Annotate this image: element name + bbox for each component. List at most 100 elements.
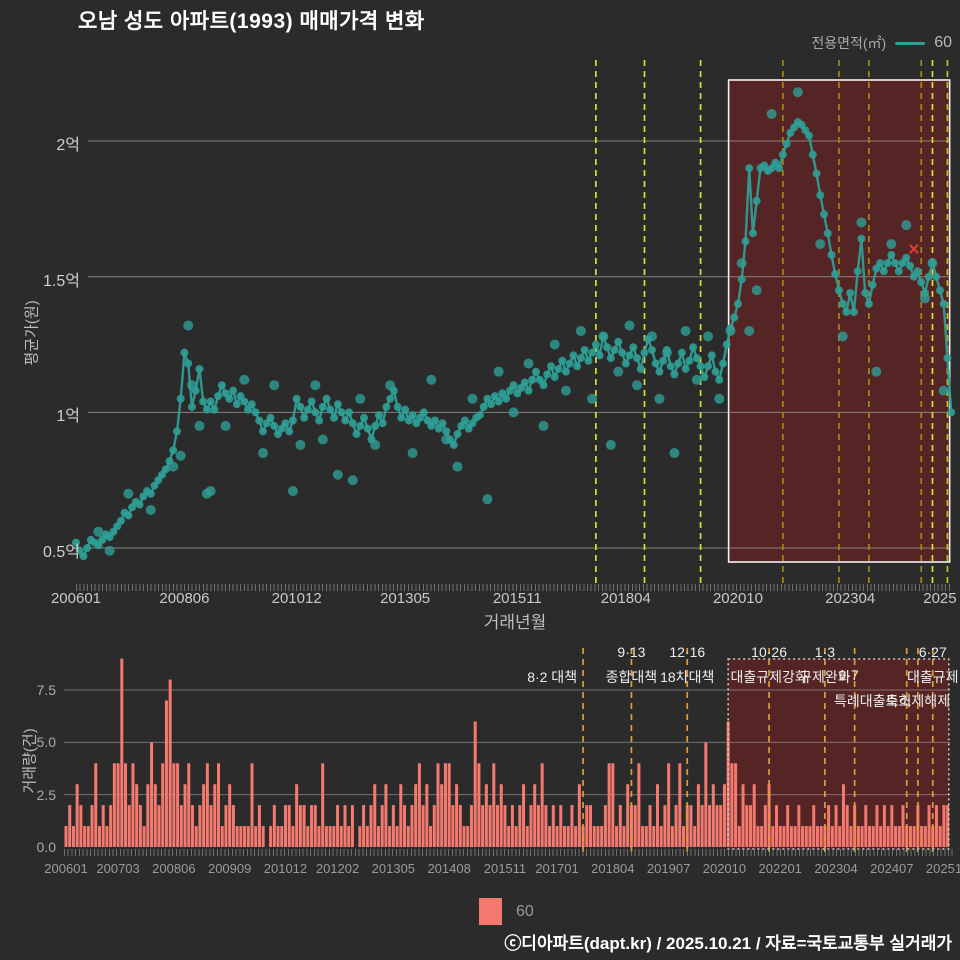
volume-bar[interactable] [555, 826, 559, 847]
volume-bar[interactable] [179, 805, 183, 847]
price-point[interactable] [143, 487, 152, 496]
price-point[interactable] [543, 370, 552, 379]
price-point[interactable] [105, 533, 114, 542]
volume-bar[interactable] [291, 826, 295, 847]
volume-bar[interactable] [894, 826, 898, 847]
price-point[interactable] [337, 408, 346, 417]
volume-bar[interactable] [670, 826, 674, 847]
volume-bar[interactable] [726, 721, 730, 847]
price-point[interactable] [434, 424, 443, 433]
volume-bar[interactable] [615, 826, 619, 847]
volume-bar[interactable] [641, 826, 645, 847]
price-scatter-point[interactable] [669, 448, 680, 459]
price-scatter-point[interactable] [145, 505, 156, 516]
volume-bar[interactable] [756, 826, 760, 847]
price-point[interactable] [808, 150, 817, 159]
volume-bar[interactable] [458, 805, 462, 847]
price-point[interactable] [259, 427, 267, 436]
price-point[interactable] [262, 419, 271, 428]
price-point[interactable] [161, 465, 170, 474]
price-point[interactable] [251, 408, 260, 417]
price-point[interactable] [520, 378, 529, 387]
price-point[interactable] [797, 120, 806, 129]
volume-bar[interactable] [574, 826, 578, 847]
volume-bar[interactable] [172, 763, 176, 847]
price-point[interactable] [696, 362, 705, 371]
volume-bar[interactable] [164, 700, 168, 847]
price-point[interactable] [509, 381, 518, 390]
volume-bar[interactable] [689, 805, 693, 847]
price-point[interactable] [315, 416, 324, 425]
volume-bar[interactable] [499, 784, 503, 847]
volume-bar[interactable] [250, 763, 254, 847]
volume-bar[interactable] [566, 826, 570, 847]
price-point[interactable] [464, 424, 473, 433]
price-point[interactable] [550, 373, 559, 382]
price-point[interactable] [715, 375, 724, 384]
price-point[interactable] [86, 535, 95, 544]
price-point[interactable] [748, 229, 757, 238]
price-point[interactable] [453, 430, 462, 439]
price-scatter-point[interactable] [736, 258, 747, 269]
price-point[interactable] [528, 375, 537, 384]
volume-bar[interactable] [752, 784, 756, 847]
price-point[interactable] [502, 394, 511, 403]
volume-bar[interactable] [771, 826, 775, 847]
volume-bar[interactable] [853, 805, 857, 847]
volume-bar[interactable] [908, 826, 912, 847]
price-point[interactable] [539, 381, 548, 390]
price-point[interactable] [217, 381, 226, 390]
price-point[interactable] [846, 288, 855, 297]
volume-bar[interactable] [585, 805, 589, 847]
volume-bar[interactable] [347, 826, 351, 847]
volume-bar[interactable] [101, 805, 105, 847]
price-point[interactable] [891, 259, 900, 268]
price-scatter-point[interactable] [613, 366, 624, 377]
volume-bar[interactable] [882, 805, 886, 847]
volume-bar[interactable] [931, 826, 935, 847]
price-point[interactable] [756, 164, 765, 173]
price-point[interactable] [139, 492, 148, 501]
price-point[interactable] [352, 430, 361, 439]
price-point[interactable] [711, 367, 720, 376]
volume-bar[interactable] [577, 784, 581, 847]
price-point[interactable] [614, 337, 623, 346]
price-point[interactable] [180, 348, 189, 357]
price-point[interactable] [719, 359, 728, 368]
volume-bar[interactable] [804, 826, 808, 847]
price-point[interactable] [812, 169, 821, 178]
volume-bar[interactable] [626, 784, 630, 847]
price-point[interactable] [281, 419, 290, 428]
price-point[interactable] [457, 421, 466, 430]
price-point[interactable] [348, 419, 357, 428]
price-point[interactable] [229, 386, 238, 395]
price-point[interactable] [793, 118, 802, 127]
volume-bar[interactable] [603, 805, 607, 847]
price-point[interactable] [333, 400, 342, 409]
volume-bar[interactable] [827, 805, 831, 847]
volume-bar[interactable] [105, 826, 109, 847]
volume-bar[interactable] [704, 742, 708, 847]
volume-bar[interactable] [243, 826, 247, 847]
price-point[interactable] [326, 405, 335, 414]
volume-bar[interactable] [678, 763, 682, 847]
price-point[interactable] [210, 405, 219, 414]
price-point[interactable] [704, 362, 713, 371]
volume-bar[interactable] [257, 805, 261, 847]
volume-bar[interactable] [644, 826, 648, 847]
volume-bar[interactable] [890, 805, 894, 847]
volume-bar[interactable] [830, 826, 834, 847]
volume-bar[interactable] [176, 763, 180, 847]
volume-bar[interactable] [391, 805, 395, 847]
volume-bar[interactable] [231, 805, 235, 847]
volume-bar[interactable] [321, 763, 325, 847]
price-point[interactable] [737, 275, 746, 284]
price-point[interactable] [423, 416, 432, 425]
price-point[interactable] [565, 359, 574, 368]
price-point[interactable] [591, 340, 600, 349]
volume-bar[interactable] [280, 826, 284, 847]
volume-bar[interactable] [343, 805, 347, 847]
price-point[interactable] [827, 250, 836, 259]
volume-bar[interactable] [722, 784, 726, 847]
price-scatter-point[interactable] [661, 347, 672, 358]
